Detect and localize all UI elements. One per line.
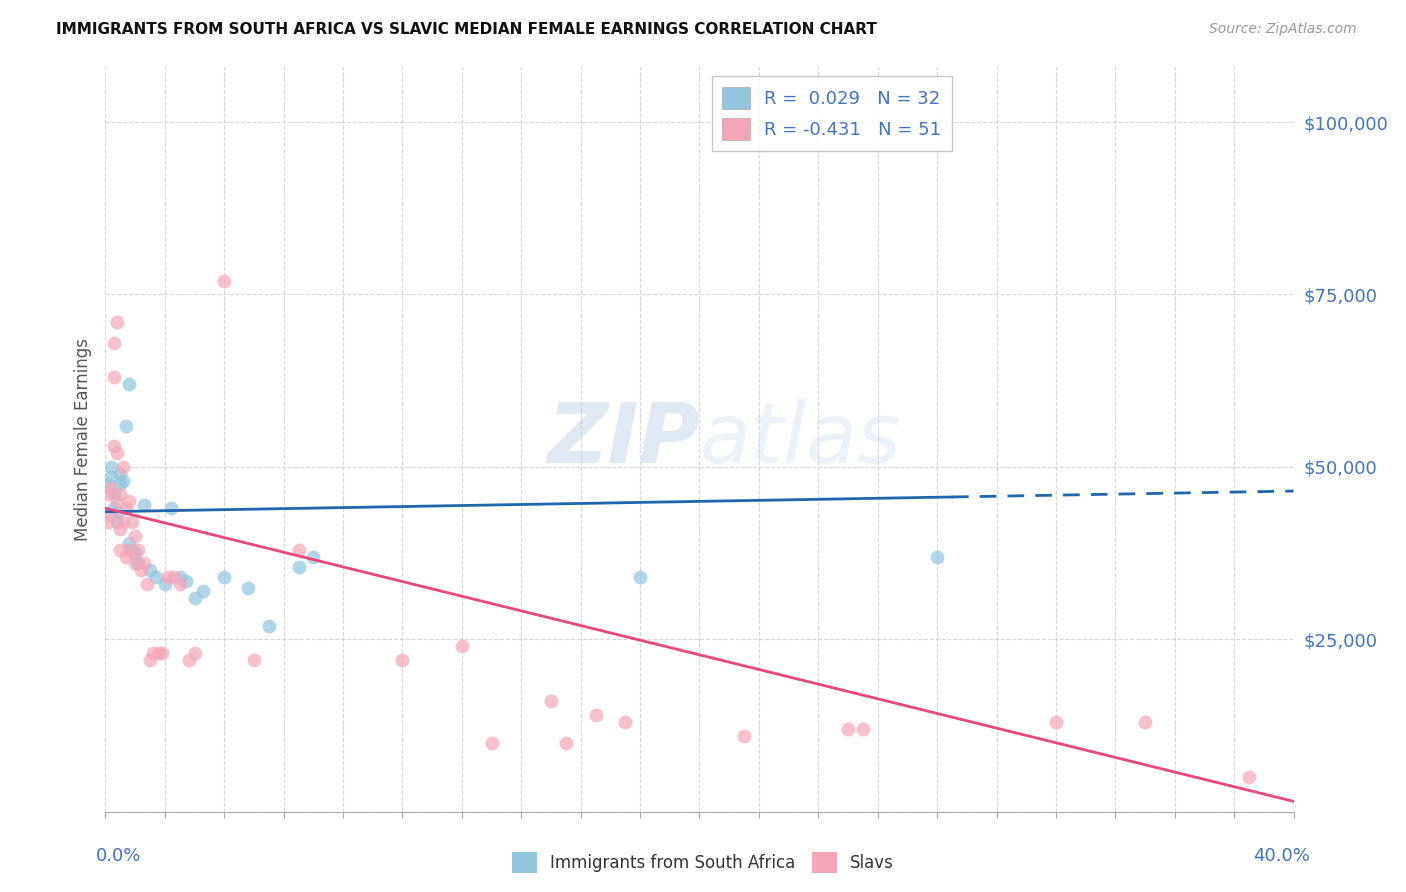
Point <box>148 646 170 660</box>
Point <box>139 653 162 667</box>
Point <box>118 494 141 508</box>
Text: ZIP: ZIP <box>547 399 700 480</box>
Point <box>287 542 309 557</box>
Point <box>139 563 162 577</box>
Point <box>183 646 205 660</box>
Point <box>100 508 122 523</box>
Point <box>159 501 181 516</box>
Text: 40.0%: 40.0% <box>1254 847 1310 865</box>
Point <box>105 494 128 508</box>
Point <box>124 529 146 543</box>
Point <box>183 591 205 605</box>
Point <box>236 581 259 595</box>
Text: 0.0%: 0.0% <box>96 847 141 865</box>
Point <box>174 574 197 588</box>
Point <box>142 646 165 660</box>
Point <box>450 639 472 653</box>
Text: IMMIGRANTS FROM SOUTH AFRICA VS SLAVIC MEDIAN FEMALE EARNINGS CORRELATION CHART: IMMIGRANTS FROM SOUTH AFRICA VS SLAVIC M… <box>56 22 877 37</box>
Point <box>302 549 325 564</box>
Point <box>150 646 173 660</box>
Point <box>214 274 236 288</box>
Point <box>103 487 125 501</box>
Point <box>127 557 149 571</box>
Point <box>105 515 128 529</box>
Point <box>837 722 859 736</box>
Point <box>169 577 191 591</box>
Point <box>110 522 132 536</box>
Point <box>481 736 503 750</box>
Point <box>100 459 122 474</box>
Point <box>118 377 141 392</box>
Point <box>97 487 120 501</box>
Legend: Immigrants from South Africa, Slavs: Immigrants from South Africa, Slavs <box>505 846 901 880</box>
Point <box>115 418 138 433</box>
Point <box>110 487 132 501</box>
Point <box>177 653 200 667</box>
Point <box>554 736 576 750</box>
Point <box>136 577 159 591</box>
Point <box>112 515 135 529</box>
Y-axis label: Median Female Earnings: Median Female Earnings <box>73 338 91 541</box>
Point <box>214 570 236 584</box>
Point <box>124 557 146 571</box>
Point <box>540 694 562 708</box>
Point <box>110 542 132 557</box>
Point <box>112 474 135 488</box>
Point <box>100 470 122 484</box>
Point <box>243 653 266 667</box>
Point <box>733 729 755 743</box>
Point <box>105 446 128 460</box>
Point <box>100 481 122 495</box>
Point <box>110 467 132 481</box>
Point <box>153 577 176 591</box>
Point <box>121 515 143 529</box>
Point <box>118 542 141 557</box>
Point <box>103 501 125 516</box>
Point <box>132 498 155 512</box>
Point <box>115 501 138 516</box>
Point <box>169 570 191 584</box>
Point <box>132 557 155 571</box>
Legend: R =  0.029   N = 32, R = -0.431   N = 51: R = 0.029 N = 32, R = -0.431 N = 51 <box>711 76 952 151</box>
Point <box>193 584 215 599</box>
Point <box>105 505 128 519</box>
Text: Source: ZipAtlas.com: Source: ZipAtlas.com <box>1209 22 1357 37</box>
Point <box>112 459 135 474</box>
Text: atlas: atlas <box>700 399 901 480</box>
Point <box>121 542 143 557</box>
Point <box>585 708 607 723</box>
Point <box>614 714 637 729</box>
Point <box>145 570 167 584</box>
Point <box>391 653 413 667</box>
Point <box>257 618 280 632</box>
Point <box>103 370 125 384</box>
Point <box>129 563 152 577</box>
Point <box>124 546 146 560</box>
Point <box>287 560 309 574</box>
Point <box>103 335 125 350</box>
Point <box>118 535 141 549</box>
Point <box>105 315 128 329</box>
Point <box>852 722 875 736</box>
Point <box>927 549 949 564</box>
Point <box>1237 770 1260 784</box>
Point <box>156 570 179 584</box>
Point <box>127 542 149 557</box>
Point <box>97 515 120 529</box>
Point <box>110 477 132 491</box>
Point <box>1045 714 1067 729</box>
Point <box>1133 714 1156 729</box>
Point <box>97 477 120 491</box>
Point <box>628 570 651 584</box>
Point <box>115 549 138 564</box>
Point <box>163 570 186 584</box>
Point <box>103 439 125 453</box>
